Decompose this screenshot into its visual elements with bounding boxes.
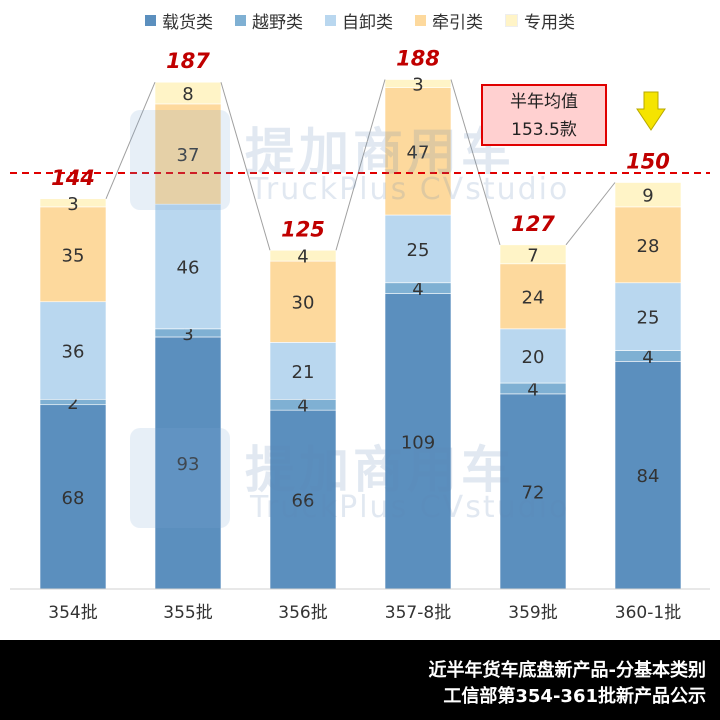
x-tick-label: 356批 [278,603,327,623]
bar-segment [614,182,682,208]
segment-value-label: 35 [62,245,85,266]
legend-item-cargo: 载货类 [145,8,213,33]
total-label: 188 [396,47,440,71]
bar-segment [384,87,452,216]
bar-segment [269,409,337,590]
segment-value-label: 4 [297,396,308,417]
bar-segment [384,79,452,88]
segment-value-label: 3 [182,324,193,345]
segment-value-label: 21 [292,362,315,383]
total-label: 144 [51,166,95,190]
bar-segment [499,328,567,384]
average-label-line1: 半年均值 [510,92,578,112]
segment-value-label: 25 [407,240,430,261]
legend-label: 自卸类 [342,13,393,33]
x-tick-label: 355批 [163,603,212,623]
stacked-bar-chart: 68236353354批93346378355批66421304356批1094… [10,47,710,623]
segment-value-label: 4 [642,347,653,368]
bar-segment [614,206,682,284]
segment-value-label: 20 [522,347,545,368]
bar-segment [154,336,222,590]
segment-value-label: 47 [407,142,430,163]
segment-value-label: 66 [292,491,315,512]
total-label: 150 [626,150,670,174]
segment-value-label: 68 [62,488,85,509]
total-label: 125 [281,217,325,241]
segment-value-label: 4 [297,247,308,268]
bar-segment [269,249,337,262]
legend-item-dump: 自卸类 [325,8,393,33]
segment-value-label: 93 [177,454,200,475]
chart-legend: 载货类 越野类 自卸类 牵引类 专用类 [0,8,720,33]
segment-value-label: 4 [527,379,538,400]
bar-segment [499,263,567,330]
legend-swatch [505,14,518,27]
average-callout: 半年均值 153.5款 [481,84,607,146]
segment-value-label: 72 [522,482,545,503]
bar-segment [154,103,222,205]
legend-label: 专用类 [524,13,575,33]
segment-value-label: 4 [412,279,423,300]
bar-segment [499,244,567,265]
legend-item-tractor: 牵引类 [415,8,483,33]
bar-segment [39,206,107,303]
bar-segment [384,214,452,284]
legend-swatch [325,15,336,26]
segment-value-label: 46 [177,258,200,279]
x-tick-label: 360-1批 [615,603,681,623]
bar-segment [614,282,682,351]
bar-segment [499,393,567,590]
connector-line [450,79,501,245]
connector-line [105,82,156,199]
legend-item-special: 专用类 [505,8,575,33]
legend-label: 载货类 [162,13,213,33]
total-label: 127 [511,212,555,236]
x-tick-label: 357-8批 [385,603,451,623]
connector-line [335,79,386,251]
x-tick-label: 359批 [508,603,557,623]
segment-value-label: 7 [527,245,538,266]
average-label-line2: 153.5款 [511,120,577,140]
segment-value-label: 84 [637,466,660,487]
legend-label: 牵引类 [432,13,483,33]
segment-value-label: 24 [522,287,545,308]
bar-segment [39,404,107,590]
bar-segment [154,203,222,330]
total-label: 187 [166,49,210,73]
x-tick-label: 354批 [48,603,97,623]
legend-swatch [145,15,156,26]
segment-value-label: 30 [292,293,315,314]
footer-subtitle: 工信部第354-361批新产品公示 [443,686,706,707]
connector-line [565,182,616,246]
legend-swatch [235,15,246,26]
down-arrow-icon [636,91,666,131]
segment-value-label: 25 [637,308,660,329]
segment-value-label: 36 [62,342,85,363]
segment-value-label: 8 [182,84,193,105]
footer-title: 近半年货车底盘新产品-分基本类别 [428,660,706,681]
bar-segment [269,342,337,400]
bar-segment [154,81,222,105]
segment-value-label: 3 [67,194,78,215]
segment-value-label: 109 [401,432,435,453]
legend-swatch [415,15,426,26]
bar-segment [384,293,452,590]
legend-item-offroad: 越野类 [235,8,303,33]
segment-value-label: 9 [642,186,653,207]
connector-line [220,82,271,251]
legend-label: 越野类 [252,13,303,33]
segment-value-label: 2 [67,393,78,414]
segment-value-label: 3 [412,75,423,96]
bar-segment [39,198,107,208]
segment-value-label: 37 [177,145,200,166]
segment-value-label: 28 [637,236,660,257]
footer-bar: 近半年货车底盘新产品-分基本类别 工信部第354-361批新产品公示 [0,640,720,720]
bar-segment [269,260,337,343]
